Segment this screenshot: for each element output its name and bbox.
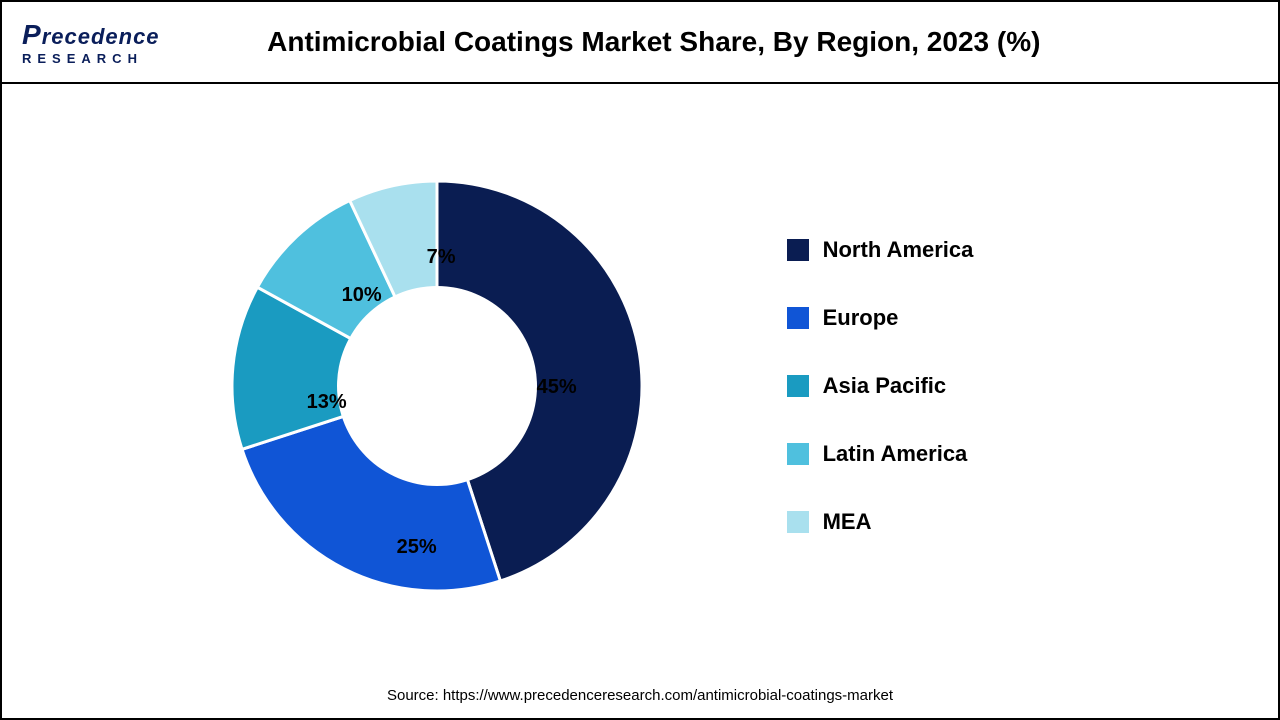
legend-swatch	[787, 307, 809, 329]
legend-item: Asia Pacific	[787, 373, 974, 399]
source-text: Source: https://www.precedenceresearch.c…	[2, 687, 1278, 718]
outer-frame: Precedence RESEARCH Antimicrobial Coatin…	[0, 0, 1280, 720]
donut-slice-label: 13%	[307, 391, 347, 414]
logo-line2: RESEARCH	[22, 51, 143, 66]
legend-swatch	[787, 511, 809, 533]
legend-label: North America	[823, 237, 974, 263]
logo-p: P	[22, 19, 42, 50]
donut-slice-label: 7%	[427, 246, 456, 269]
chart-title: Antimicrobial Coatings Market Share, By …	[190, 26, 1258, 58]
legend-swatch	[787, 375, 809, 397]
donut-hole	[337, 286, 537, 486]
logo-word: recedence	[42, 24, 160, 49]
donut-slice-label: 10%	[342, 284, 382, 307]
legend-swatch	[787, 443, 809, 465]
legend-label: Latin America	[823, 441, 968, 467]
donut-slice-label: 25%	[397, 536, 437, 559]
donut-svg	[227, 176, 647, 596]
legend-item: Latin America	[787, 441, 974, 467]
legend-label: MEA	[823, 509, 872, 535]
legend: North America Europe Asia Pacific Latin …	[787, 237, 974, 535]
legend-label: Europe	[823, 305, 899, 331]
legend-label: Asia Pacific	[823, 373, 947, 399]
header-bar: Precedence RESEARCH Antimicrobial Coatin…	[2, 2, 1278, 84]
chart-area: 45% 25% 13% 10% 7% North America Europe Asia…	[2, 84, 1278, 687]
donut-chart: 45% 25% 13% 10% 7%	[227, 176, 647, 596]
legend-item: MEA	[787, 509, 974, 535]
logo: Precedence RESEARCH	[22, 19, 160, 66]
legend-swatch	[787, 239, 809, 261]
logo-line1: Precedence	[22, 19, 160, 51]
legend-item: North America	[787, 237, 974, 263]
legend-item: Europe	[787, 305, 974, 331]
donut-slice-label: 45%	[537, 376, 577, 399]
